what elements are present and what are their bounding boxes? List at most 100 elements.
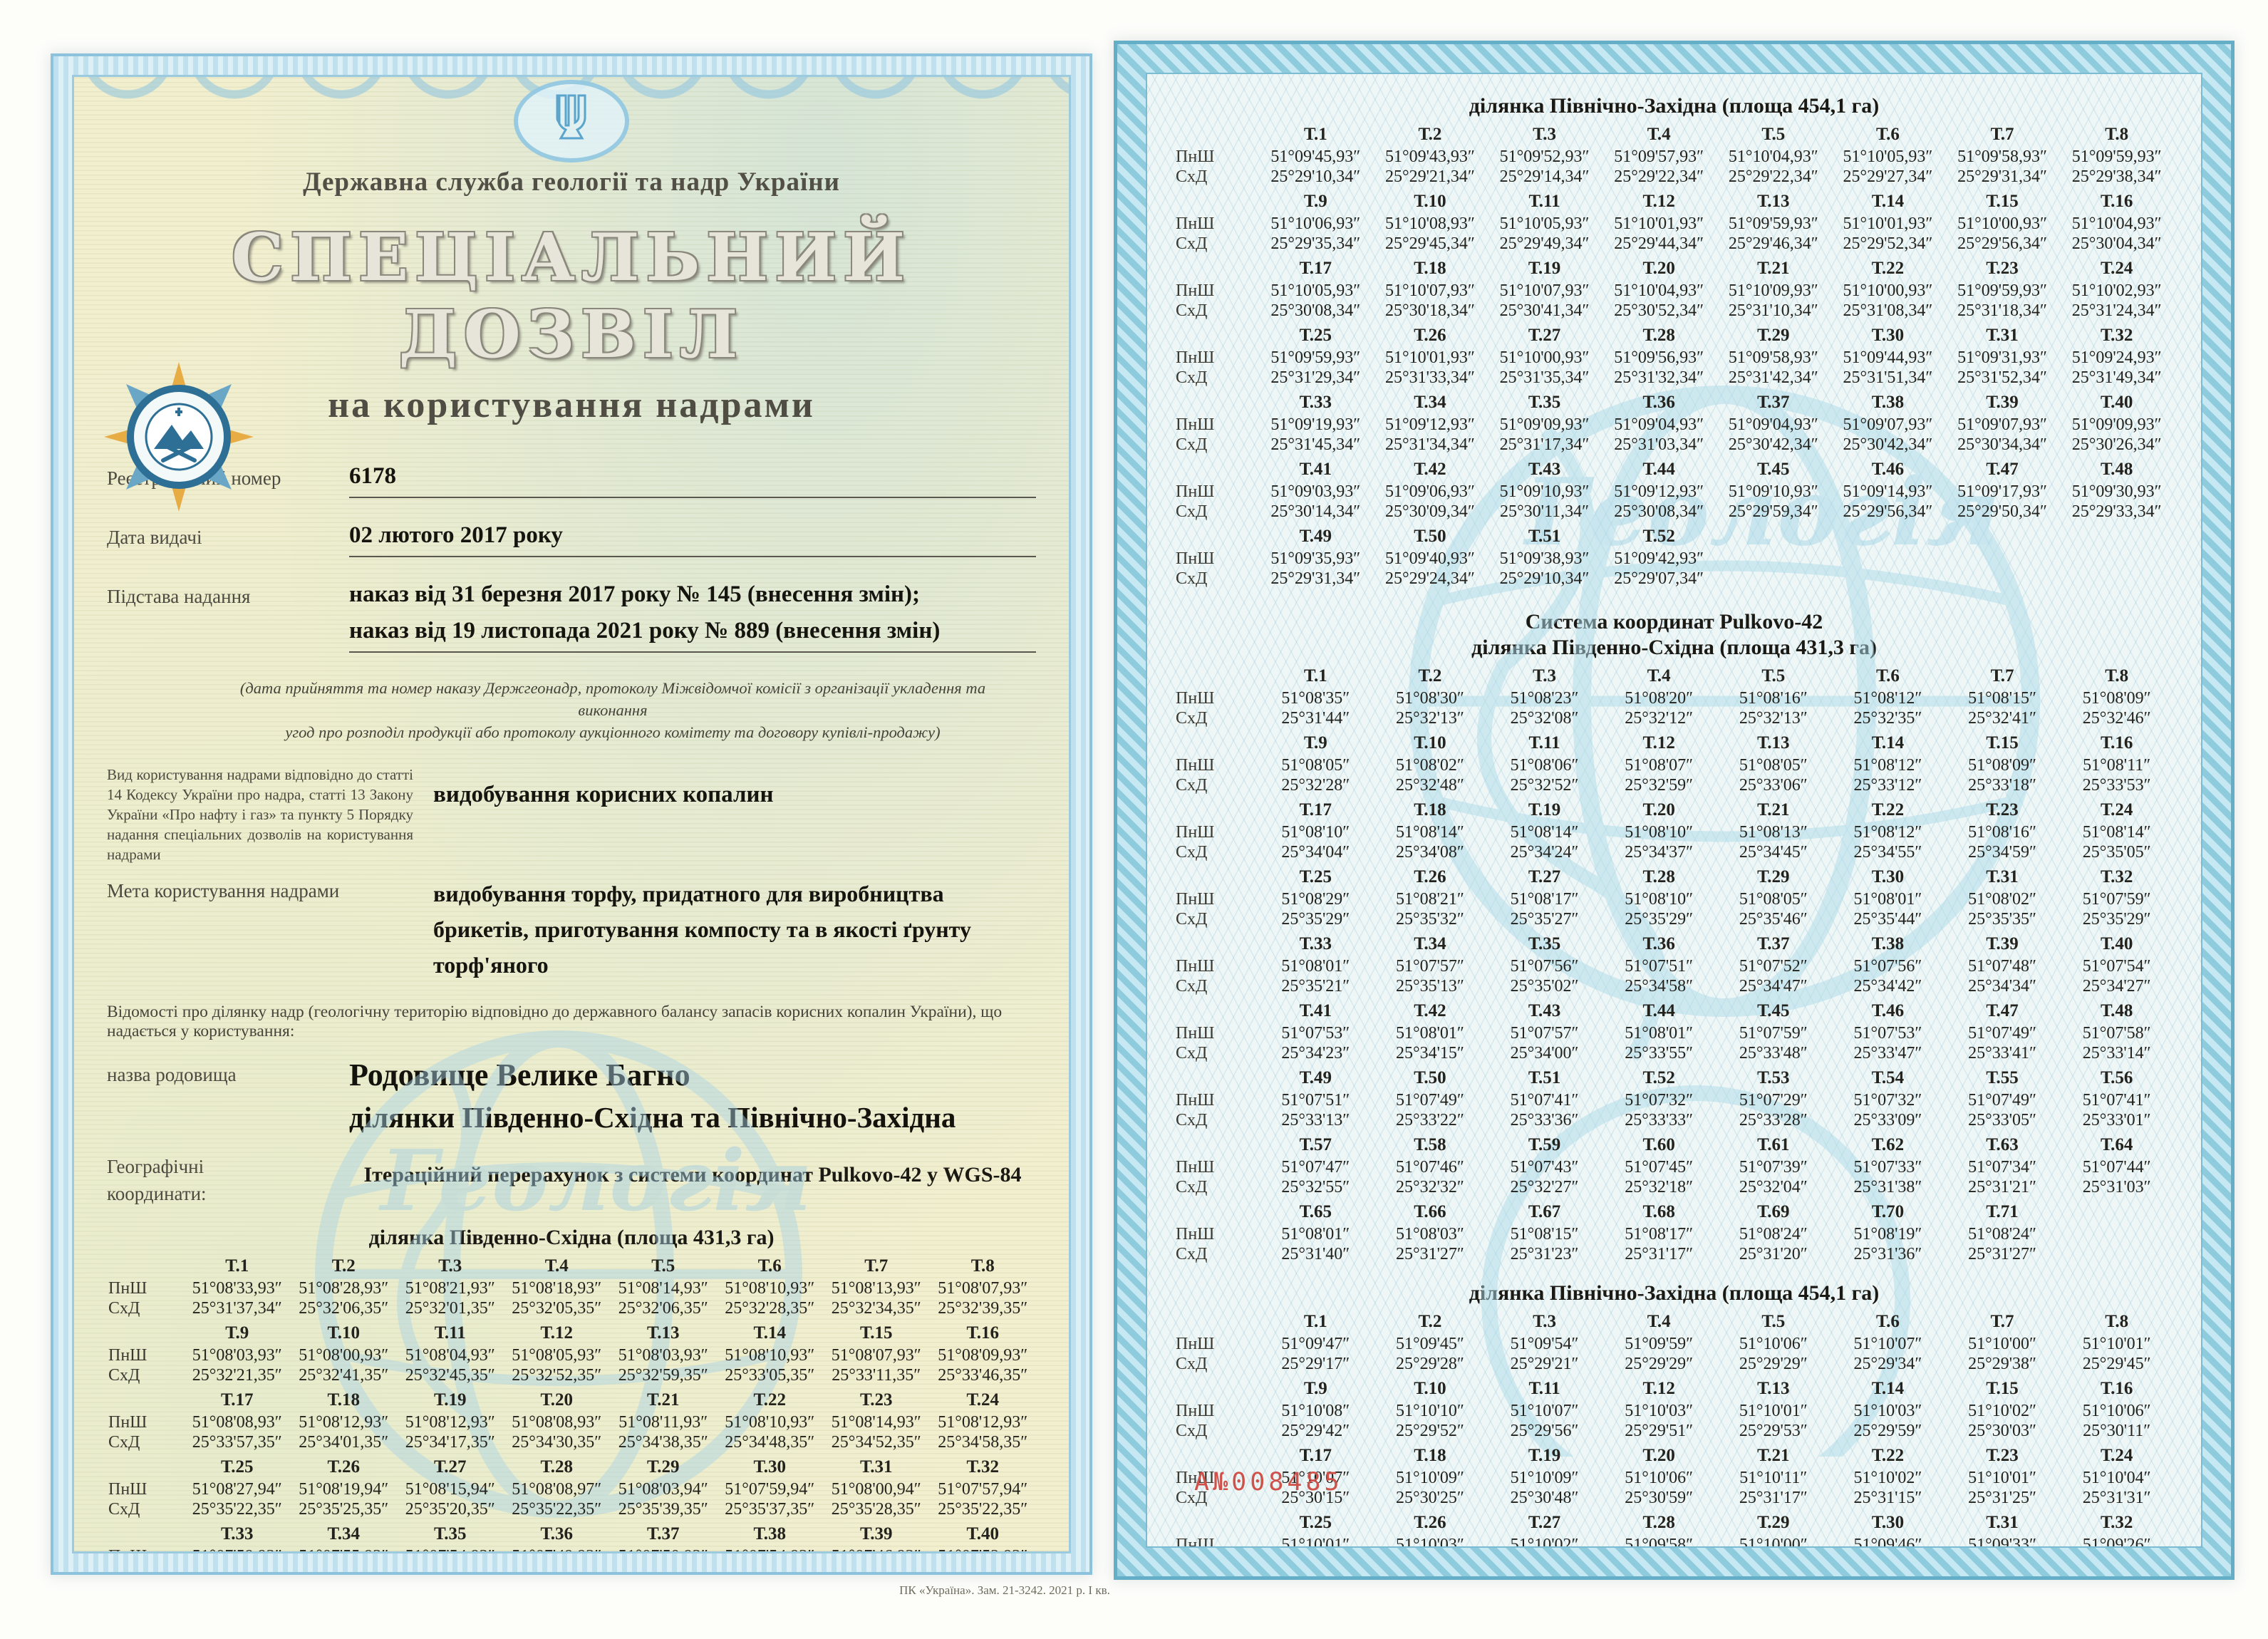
longitude-value: 25°34'48,35″ bbox=[725, 1433, 815, 1452]
longitude-value: 25°30'11″ bbox=[2083, 1422, 2151, 1440]
latitude-value: 51°09'04,93″ bbox=[1614, 415, 1704, 434]
longitude-value: 25°29'29″ bbox=[1739, 1355, 1808, 1373]
latitude-value: 51°07'58″ bbox=[2082, 1024, 2151, 1043]
longitude-value: 25°32'12″ bbox=[1625, 709, 1694, 728]
longitude-row-label: СхД bbox=[1176, 1489, 1208, 1507]
issue-date-label: Дата видачі bbox=[107, 527, 202, 548]
point-label: Т.70 bbox=[1871, 1202, 1905, 1221]
point-label: Т.1 bbox=[1303, 125, 1327, 144]
point-label: Т.69 bbox=[1757, 1202, 1790, 1221]
longitude-value: 25°31'23″ bbox=[1510, 1245, 1579, 1263]
longitude-value: 25°32'59″ bbox=[1625, 776, 1694, 795]
point-label bbox=[2059, 1200, 2174, 1224]
section-title-nw-pulkovo: ділянка Північно-Західна (площа 454,1 га… bbox=[1469, 1281, 1880, 1305]
longitude-row-label: СхД bbox=[108, 1366, 140, 1385]
latitude-value: 51°07'59″ bbox=[1739, 1024, 1808, 1043]
latitude-value: 51°08'27,94″ bbox=[192, 1480, 282, 1499]
point-label: Т.2 bbox=[331, 1256, 356, 1276]
longitude-value: 25°34'37″ bbox=[1625, 843, 1694, 862]
longitude-value: 25°34'52,35″ bbox=[831, 1433, 921, 1452]
longitude-value: 25°34'47″ bbox=[1739, 977, 1808, 996]
point-label: Т.25 bbox=[221, 1457, 254, 1477]
point-label: Т.31 bbox=[860, 1457, 893, 1477]
latitude-value: 51°10'01″ bbox=[1968, 1469, 2037, 1487]
row-label-cell bbox=[1174, 1511, 1258, 1535]
latitude-value: 51°08'12″ bbox=[1853, 689, 1922, 708]
point-label: Т.43 bbox=[1528, 460, 1561, 479]
registration-number-value: 6178 bbox=[349, 463, 1036, 498]
latitude-value: 51°09'06,93″ bbox=[1384, 482, 1475, 501]
latitude-value: 51°09'47″ bbox=[1281, 1335, 1350, 1353]
point-label: Т.54 bbox=[1871, 1068, 1905, 1087]
grant-basis-row: Підстава надання наказ від 31 березня 20… bbox=[107, 581, 1036, 653]
point-label: Т.32 bbox=[2100, 326, 2133, 345]
point-header-row: Т.25 Т.26 Т.27 Т.28 Т.29 Т.30 Т.31 Т.32 bbox=[1174, 324, 2174, 348]
latitude-value: 51°10'08,93″ bbox=[1384, 214, 1475, 233]
point-label: Т.41 bbox=[1299, 1001, 1332, 1020]
longitude-row: СхД 25°30'08,34″ 25°30'18,34″ 25°30'41,34″ 2… bbox=[1174, 301, 2174, 321]
point-label: Т.32 bbox=[2100, 1513, 2133, 1532]
latitude-row-label: ПнШ bbox=[1176, 148, 1215, 166]
latitude-value: 51°08'10″ bbox=[1281, 823, 1350, 842]
point-label: Т.30 bbox=[1871, 1513, 1905, 1532]
longitude-value: 25°31'33,34″ bbox=[1384, 368, 1475, 387]
latitude-value: 51°07'33″ bbox=[1853, 1158, 1922, 1177]
longitude-value: 25°33'13″ bbox=[1281, 1111, 1350, 1129]
longitude-row: СхД 25°29'42″ 25°29'52″ 25°29'56″ 25°29'51″ 2… bbox=[1174, 1421, 2174, 1441]
longitude-value: 25°31'51,34″ bbox=[1843, 368, 1933, 387]
point-label: Т.16 bbox=[2100, 1379, 2133, 1398]
point-label: Т.34 bbox=[1414, 934, 1446, 953]
longitude-value: 25°32'08″ bbox=[1510, 709, 1579, 728]
point-header-row: Т.1 Т.2 Т.3 Т.4 Т.5 Т.6 Т.7 Т.8 bbox=[1174, 123, 2174, 147]
longitude-value: 25°35'39,35″ bbox=[618, 1500, 708, 1519]
latitude-value: 51°08'17″ bbox=[1625, 1225, 1694, 1244]
latitude-value: 51°08'14″ bbox=[2082, 823, 2151, 842]
longitude-value: 25°31'10,34″ bbox=[1728, 301, 1818, 320]
point-label: Т.36 bbox=[540, 1524, 573, 1544]
point-label: Т.24 bbox=[2100, 1446, 2133, 1465]
point-header-row: Т.1 Т.2 Т.3 Т.4 Т.5 Т.6 Т.7 Т.8 bbox=[107, 1254, 1036, 1278]
longitude-value: 25°29'56,34″ bbox=[1957, 234, 2048, 253]
point-label: Т.4 bbox=[1647, 1312, 1671, 1331]
latitude-row: ПнШ 51°07'53″ 51°08'01″ 51°07'57″ 51°08'01″ 5… bbox=[1174, 1023, 2174, 1043]
longitude-value: 25°34'08″ bbox=[1395, 843, 1464, 862]
printer-imprint: ПК «Україна». Зам. 21-3242. 2021 р. І кв… bbox=[899, 1583, 1110, 1597]
coordinate-conversion-note: Ітераційний перерахунок з системи коорди… bbox=[363, 1163, 1022, 1186]
point-label: Т.53 bbox=[1757, 1068, 1790, 1087]
latitude-row: ПнШ 51°07'47″ 51°07'46″ 51°07'43″ 51°07'45″ 5… bbox=[1174, 1157, 2174, 1177]
latitude-value: 51°08'10,93″ bbox=[725, 1279, 815, 1298]
longitude-row-label: СхД bbox=[1176, 234, 1208, 253]
row-label-cell bbox=[1174, 457, 1258, 482]
point-label: Т.44 bbox=[1642, 460, 1675, 479]
longitude-row-label: СхД bbox=[1176, 502, 1208, 521]
point-label: Т.22 bbox=[1871, 259, 1905, 278]
latitude-value: 51°09'38,93″ bbox=[1499, 549, 1590, 568]
geology-service-logo bbox=[104, 362, 254, 512]
document-subtitle: на користування надрами bbox=[328, 385, 815, 425]
longitude-value: 25°31'18,34″ bbox=[1957, 301, 2048, 320]
latitude-value: 51°07'54,93″ bbox=[717, 1546, 824, 1551]
latitude-value: 51°10'07,93″ bbox=[1384, 281, 1475, 300]
longitude-value: 25°33'57,35″ bbox=[192, 1433, 282, 1452]
point-header-row: Т.1 Т.2 Т.3 Т.4 Т.5 Т.6 Т.7 Т.8 bbox=[1174, 1310, 2174, 1334]
point-label: Т.61 bbox=[1757, 1135, 1790, 1154]
longitude-value: 25°35'21″ bbox=[1281, 977, 1350, 996]
row-label-cell bbox=[1174, 798, 1258, 822]
row-label-cell bbox=[1174, 1310, 1258, 1334]
longitude-value bbox=[2059, 1244, 2174, 1264]
point-label: Т.12 bbox=[1642, 733, 1675, 753]
latitude-value: 51°08'15″ bbox=[1510, 1225, 1579, 1244]
latitude-value: 51°08'00,94″ bbox=[831, 1480, 921, 1499]
latitude-value: 51°09'10,93″ bbox=[1499, 482, 1590, 501]
point-label: Т.28 bbox=[540, 1457, 573, 1477]
point-label: Т.21 bbox=[1757, 800, 1790, 820]
longitude-value: 25°29'56,34″ bbox=[1843, 502, 1933, 521]
longitude-value: 25°29'38″ bbox=[1968, 1355, 2037, 1373]
latitude-value: 51°09'10,93″ bbox=[1728, 482, 1818, 501]
longitude-value: 25°30'59″ bbox=[1625, 1489, 1694, 1507]
latitude-row-label: ПнШ bbox=[108, 1279, 147, 1298]
longitude-row-label: СхД bbox=[1176, 843, 1208, 862]
latitude-value: 51°08'07″ bbox=[1625, 756, 1694, 775]
latitude-value: 51°08'08,97″ bbox=[512, 1480, 602, 1499]
latitude-value: 51°09'31,93″ bbox=[1957, 348, 2048, 367]
